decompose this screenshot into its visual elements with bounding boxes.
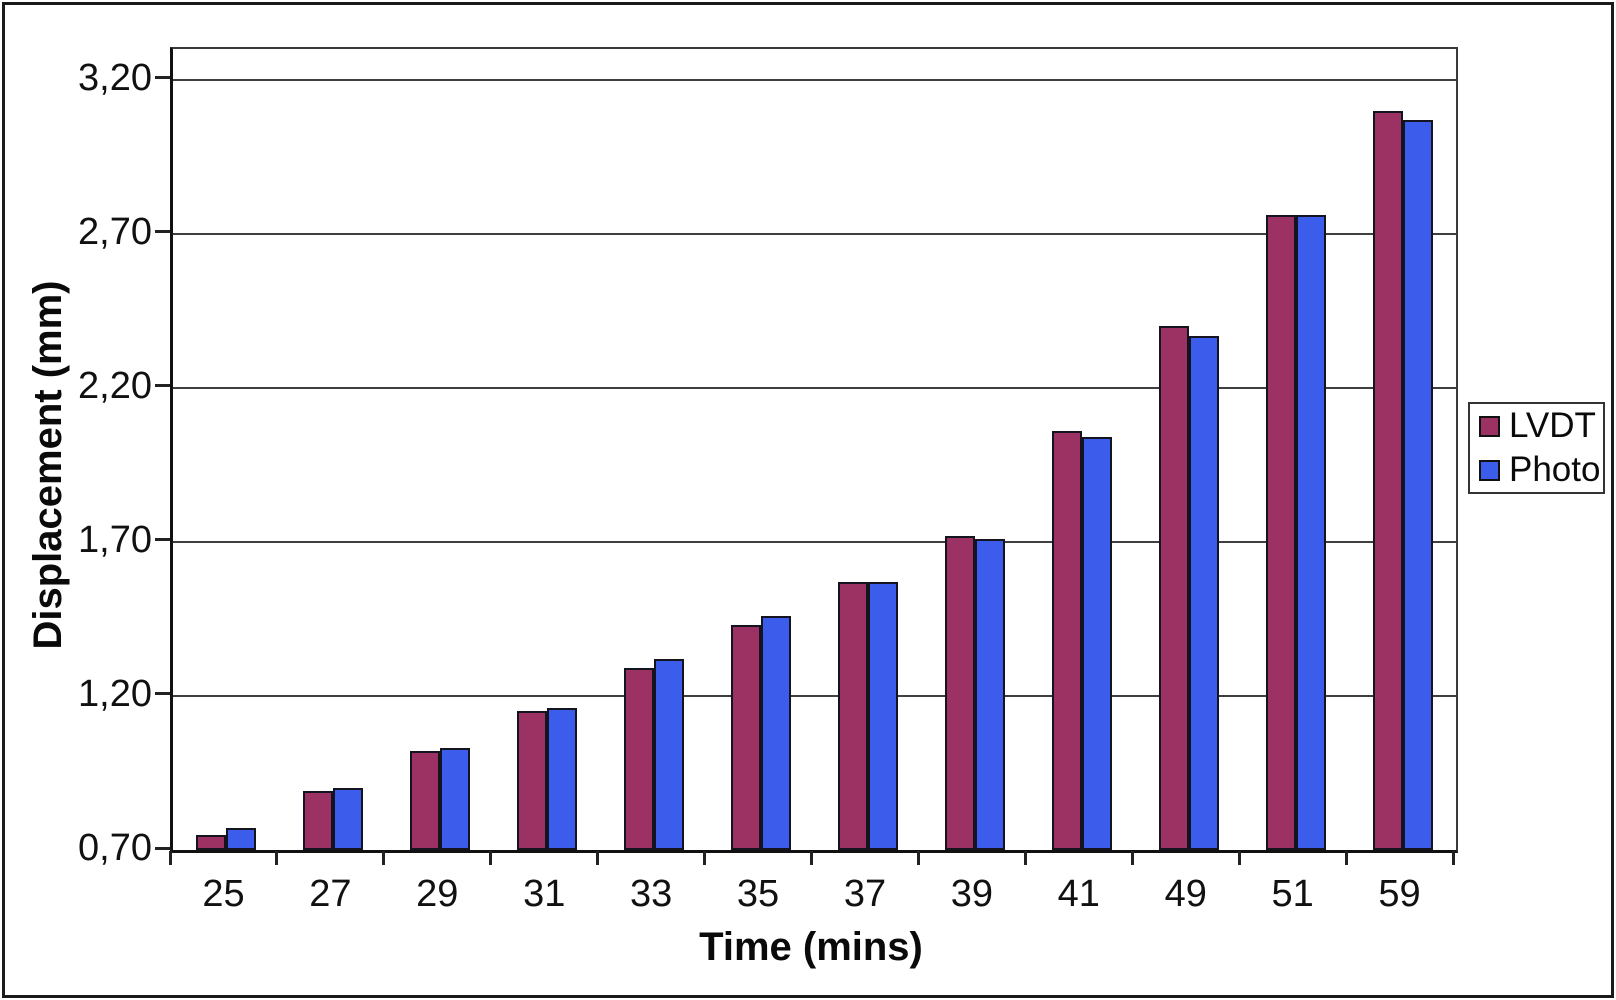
y-tick-1 [155, 692, 170, 696]
bar-lvdt-27 [303, 791, 334, 850]
x-tick-label-51: 51 [1271, 873, 1314, 915]
x-tick-9 [1130, 851, 1134, 865]
legend-item-photo: Photo [1479, 451, 1603, 489]
bar-photo-25 [226, 828, 257, 850]
legend-swatch-photo [1479, 459, 1500, 481]
x-tick-11 [1344, 851, 1348, 865]
bar-lvdt-29 [410, 751, 441, 850]
x-tick-label-37: 37 [843, 873, 887, 915]
bar-photo-39 [974, 538, 1005, 850]
bar-lvdt-35 [731, 625, 762, 850]
y-tick-0 [155, 846, 170, 850]
y-tick-label-3: 2,20 [78, 364, 152, 407]
x-tick-label-29: 29 [416, 873, 459, 915]
x-tick-8 [1023, 851, 1027, 865]
x-tick-label-59: 59 [1378, 873, 1421, 915]
gridline-3 [173, 386, 1456, 389]
bar-photo-27 [333, 788, 364, 850]
bar-photo-33 [654, 658, 685, 850]
x-tick-label-25: 25 [202, 873, 245, 915]
x-tick-label-39: 39 [950, 873, 994, 915]
y-tick-3 [155, 384, 170, 388]
bar-photo-37 [867, 581, 898, 850]
bar-lvdt-37 [837, 581, 868, 850]
bar-lvdt-25 [196, 834, 227, 850]
y-tick-label-0: 0,70 [78, 827, 152, 869]
bar-lvdt-39 [944, 535, 975, 850]
x-tick-12 [1451, 851, 1455, 865]
x-tick-1 [275, 851, 279, 865]
x-tick-label-31: 31 [523, 873, 566, 915]
x-tick-2 [382, 851, 386, 865]
gridline-1 [173, 694, 1456, 697]
legend-label-photo: Photo [1509, 450, 1601, 489]
legend-swatch-lvdt [1479, 415, 1500, 437]
plot-area [170, 47, 1458, 853]
bar-photo-41 [1081, 437, 1112, 850]
x-tick-label-33: 33 [629, 873, 673, 915]
y-tick-5 [155, 76, 170, 80]
bar-photo-29 [440, 748, 471, 850]
bar-lvdt-49 [1158, 326, 1189, 850]
legend: LVDT Photo [1468, 402, 1605, 494]
x-tick-5 [703, 851, 707, 865]
x-tick-7 [916, 851, 920, 865]
bar-lvdt-41 [1051, 431, 1082, 850]
gridline-5 [173, 78, 1456, 81]
x-tick-label-27: 27 [309, 873, 352, 915]
bar-lvdt-31 [517, 711, 548, 850]
x-tick-label-41: 41 [1057, 873, 1100, 915]
x-tick-4 [596, 851, 600, 865]
legend-label-lvdt: LVDT [1509, 406, 1596, 445]
y-tick-label-1: 1,20 [78, 672, 152, 715]
legend-item-lvdt: LVDT [1479, 407, 1603, 445]
x-tick-label-35: 35 [736, 873, 780, 915]
y-tick-label-4: 2,70 [78, 210, 152, 253]
x-tick-6 [810, 851, 813, 865]
bar-lvdt-33 [624, 668, 655, 850]
y-axis-title: Displacement (mm) [26, 280, 70, 650]
x-tick-3 [489, 851, 493, 865]
bar-lvdt-51 [1265, 215, 1296, 850]
y-tick-label-5: 3,20 [78, 56, 152, 99]
y-tick-4 [155, 230, 170, 234]
bar-photo-49 [1188, 335, 1219, 850]
x-tick-10 [1237, 851, 1241, 865]
bar-lvdt-59 [1372, 110, 1403, 850]
bar-photo-35 [761, 615, 792, 850]
y-tick-label-2: 1,70 [78, 518, 152, 561]
bar-photo-59 [1402, 119, 1433, 850]
bar-photo-51 [1295, 215, 1326, 850]
y-tick-2 [155, 538, 170, 542]
bar-photo-31 [547, 708, 578, 850]
gridline-2 [173, 540, 1456, 543]
gridline-4 [173, 232, 1456, 235]
x-tick-label-49: 49 [1164, 873, 1207, 915]
x-tick-0 [168, 851, 172, 865]
x-axis-title: Time (mins) [699, 925, 923, 969]
